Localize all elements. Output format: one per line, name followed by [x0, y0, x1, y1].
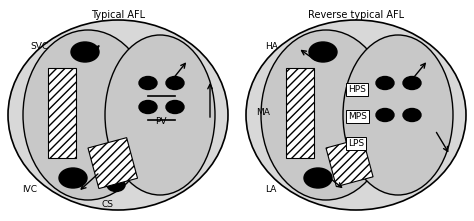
Ellipse shape [71, 42, 99, 62]
Ellipse shape [304, 168, 332, 188]
Ellipse shape [166, 76, 184, 90]
Text: CS: CS [102, 200, 114, 209]
Ellipse shape [376, 76, 394, 90]
Ellipse shape [59, 168, 87, 188]
Text: HPS: HPS [348, 85, 366, 94]
Ellipse shape [403, 76, 421, 90]
Bar [48, 68, 76, 158]
Text: Typical AFL: Typical AFL [91, 10, 145, 20]
Text: HA: HA [265, 42, 278, 51]
Ellipse shape [261, 30, 391, 200]
Bar [88, 138, 137, 189]
Text: IVC: IVC [22, 185, 37, 194]
Ellipse shape [166, 101, 184, 114]
Text: LA: LA [265, 185, 276, 194]
Ellipse shape [23, 30, 153, 200]
Bar [326, 138, 373, 187]
Ellipse shape [107, 179, 125, 192]
Text: PV: PV [155, 117, 166, 126]
Text: Reverse typical AFL: Reverse typical AFL [308, 10, 404, 20]
Text: MA: MA [256, 108, 270, 117]
Ellipse shape [8, 20, 228, 210]
Ellipse shape [139, 101, 157, 114]
Ellipse shape [105, 35, 215, 195]
Ellipse shape [376, 109, 394, 122]
Ellipse shape [343, 35, 453, 195]
Text: MPS: MPS [348, 112, 367, 121]
Ellipse shape [403, 109, 421, 122]
Ellipse shape [309, 42, 337, 62]
Ellipse shape [139, 76, 157, 90]
Bar [286, 68, 314, 158]
Ellipse shape [246, 20, 466, 210]
Text: SVC: SVC [30, 42, 48, 51]
Text: LPS: LPS [348, 139, 364, 148]
